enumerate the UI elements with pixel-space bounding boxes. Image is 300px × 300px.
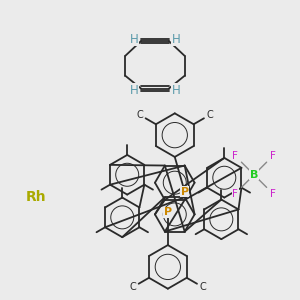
- Text: C: C: [136, 110, 143, 120]
- Text: H: H: [130, 84, 139, 97]
- Text: F: F: [270, 189, 276, 199]
- Text: F: F: [232, 189, 238, 199]
- Text: Rh: Rh: [26, 190, 46, 204]
- Text: H: H: [171, 84, 180, 97]
- Text: P: P: [181, 187, 189, 196]
- Text: C: C: [129, 282, 136, 292]
- Text: B: B: [250, 170, 258, 180]
- Text: P: P: [164, 207, 172, 218]
- Text: H: H: [171, 32, 180, 46]
- Text: F: F: [270, 151, 276, 161]
- Text: H: H: [130, 32, 139, 46]
- Text: F: F: [232, 151, 238, 161]
- Text: C: C: [200, 282, 206, 292]
- Text: C: C: [207, 110, 213, 120]
